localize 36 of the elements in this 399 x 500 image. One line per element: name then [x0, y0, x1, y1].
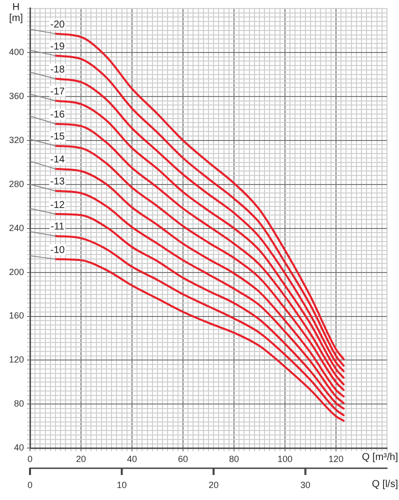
series-label: -15 — [50, 132, 66, 143]
series-label: -19 — [50, 41, 66, 52]
series-label: -20 — [50, 19, 66, 30]
x-tick-label: 100 — [277, 454, 293, 464]
y-tick-label: 320 — [8, 134, 24, 145]
series-label: -18 — [50, 64, 66, 76]
x2-tick-label: 0 — [27, 480, 33, 490]
x2-tick-label: 30 — [300, 480, 310, 490]
x2-axis-title: Q [l/s] — [372, 478, 398, 490]
y-tick-label: 160 — [8, 310, 24, 321]
y-tick-label: 280 — [8, 178, 24, 189]
series-label: -14 — [50, 154, 66, 166]
x-tick-label: 60 — [178, 454, 188, 464]
x-tick-label: 0 — [27, 454, 33, 464]
series-label: -12 — [50, 200, 66, 211]
y-tick-label: 200 — [8, 266, 24, 277]
x2-tick-label: 10 — [116, 480, 127, 490]
y-tick-label: 240 — [8, 222, 24, 233]
x-tick-label: 80 — [228, 454, 240, 464]
line-series — [54, 258, 345, 422]
x-tick-label: 20 — [76, 454, 86, 464]
series-label: -16 — [50, 110, 66, 121]
series-label: -11 — [50, 222, 65, 233]
x2-tick-label: 20 — [208, 480, 219, 490]
y-tick-label: 120 — [8, 354, 24, 365]
y-tick-label: 400 — [8, 46, 24, 57]
series-label: -13 — [50, 176, 66, 188]
x-tick-label: 40 — [126, 454, 138, 464]
series-label: -10 — [50, 244, 66, 256]
x-tick-label: 120 — [328, 454, 344, 464]
y-tick-label: 360 — [8, 90, 24, 101]
y-tick-label: 40 — [14, 442, 24, 453]
y-axis-title: H [m] — [9, 2, 24, 24]
x-axis-title: Q [m³/h] — [362, 452, 398, 463]
series-label: -17 — [50, 86, 66, 98]
y-tick-label: 80 — [14, 398, 24, 409]
